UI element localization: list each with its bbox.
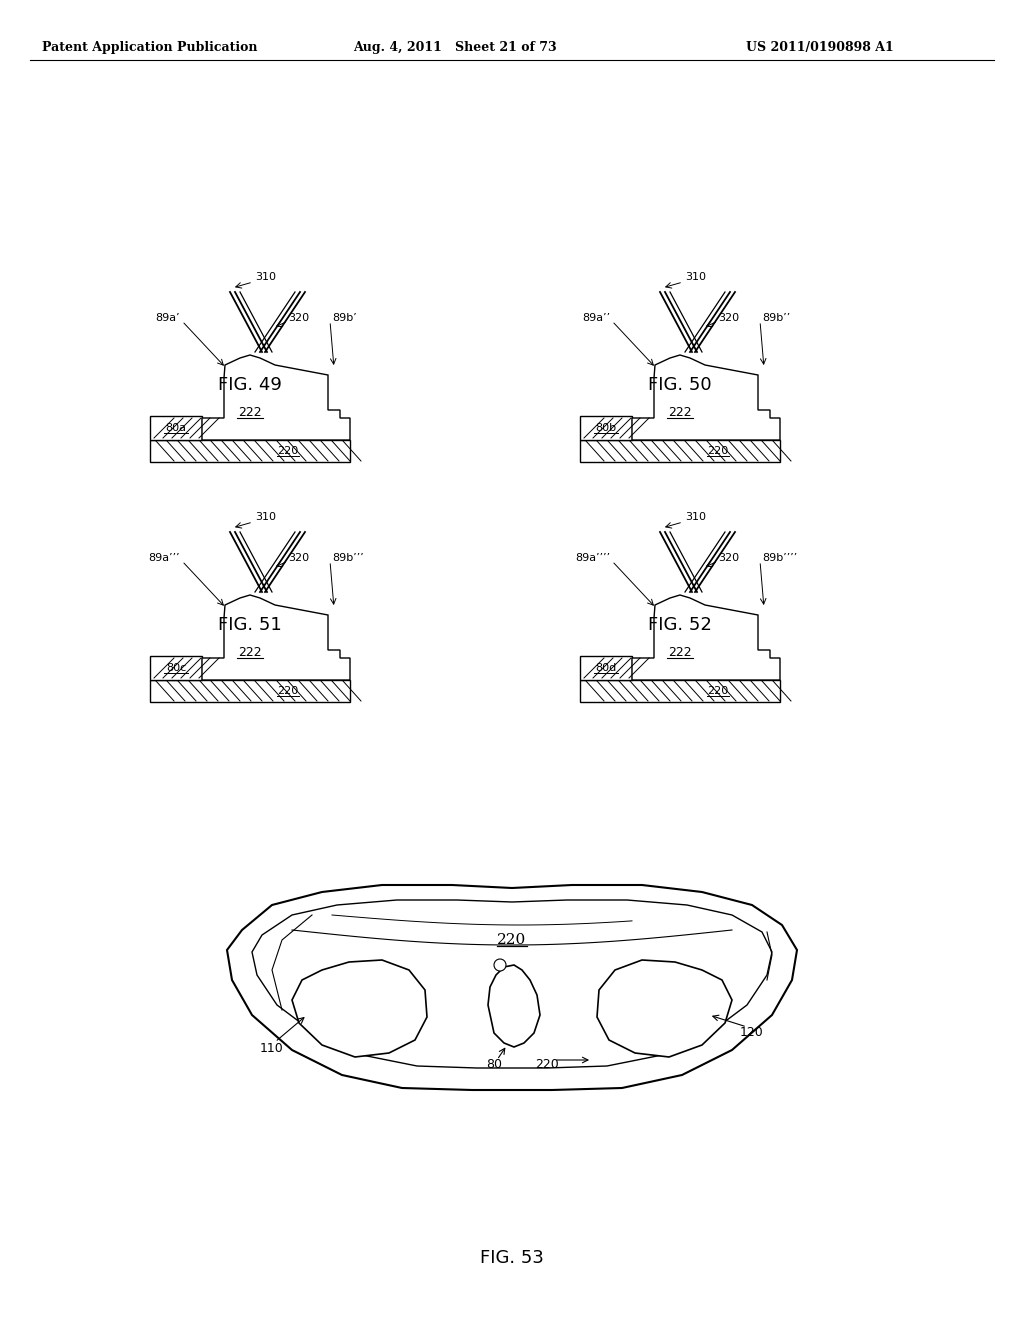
Text: 220: 220 (278, 686, 299, 696)
Polygon shape (580, 656, 632, 680)
Text: 222: 222 (669, 405, 692, 418)
Text: 220: 220 (708, 446, 729, 455)
Text: 220: 220 (536, 1059, 559, 1072)
Polygon shape (632, 355, 780, 440)
Text: Aug. 4, 2011   Sheet 21 of 73: Aug. 4, 2011 Sheet 21 of 73 (353, 41, 557, 54)
Polygon shape (292, 960, 427, 1057)
Text: 320: 320 (718, 313, 739, 323)
Text: 220: 220 (708, 686, 729, 696)
Polygon shape (580, 680, 780, 702)
Text: 89b’’: 89b’’ (762, 313, 791, 323)
Text: 220: 220 (498, 933, 526, 946)
Circle shape (494, 960, 506, 972)
Text: 89a’’’’: 89a’’’’ (574, 553, 610, 564)
Text: 310: 310 (255, 512, 276, 521)
Text: FIG. 52: FIG. 52 (648, 616, 712, 634)
Polygon shape (202, 355, 350, 440)
Text: 222: 222 (239, 645, 262, 659)
Text: 220: 220 (278, 446, 299, 455)
Polygon shape (150, 656, 202, 680)
Text: Patent Application Publication: Patent Application Publication (42, 41, 258, 54)
Text: 310: 310 (685, 272, 706, 282)
Text: 320: 320 (288, 553, 309, 564)
Text: 110: 110 (260, 1041, 284, 1055)
Polygon shape (580, 416, 632, 440)
Text: FIG. 49: FIG. 49 (218, 376, 282, 393)
Text: 89b’: 89b’ (332, 313, 356, 323)
Text: 320: 320 (718, 553, 739, 564)
Polygon shape (150, 416, 202, 440)
Text: 310: 310 (685, 512, 706, 521)
Text: 310: 310 (255, 272, 276, 282)
Text: 80b: 80b (595, 422, 616, 433)
Text: 80d: 80d (595, 663, 616, 673)
Text: 80c: 80c (166, 663, 186, 673)
Text: 89a’’’: 89a’’’ (148, 553, 180, 564)
Polygon shape (632, 595, 780, 680)
Polygon shape (488, 965, 540, 1047)
Text: FIG. 53: FIG. 53 (480, 1249, 544, 1267)
Text: 80a: 80a (166, 422, 186, 433)
Polygon shape (580, 440, 780, 462)
Text: 89b’’’’: 89b’’’’ (762, 553, 798, 564)
Text: FIG. 51: FIG. 51 (218, 616, 282, 634)
Polygon shape (597, 960, 732, 1057)
Polygon shape (150, 440, 350, 462)
Text: FIG. 50: FIG. 50 (648, 376, 712, 393)
Text: 89a’: 89a’ (156, 313, 180, 323)
Text: 222: 222 (239, 405, 262, 418)
Polygon shape (252, 900, 772, 1068)
Text: 89a’’: 89a’’ (582, 313, 610, 323)
Polygon shape (150, 680, 350, 702)
Text: 89b’’’: 89b’’’ (332, 553, 364, 564)
Text: 222: 222 (669, 645, 692, 659)
Text: 120: 120 (740, 1026, 764, 1039)
Polygon shape (227, 884, 797, 1090)
Text: US 2011/0190898 A1: US 2011/0190898 A1 (746, 41, 894, 54)
Polygon shape (202, 595, 350, 680)
Text: 320: 320 (288, 313, 309, 323)
Text: 80: 80 (486, 1059, 502, 1072)
